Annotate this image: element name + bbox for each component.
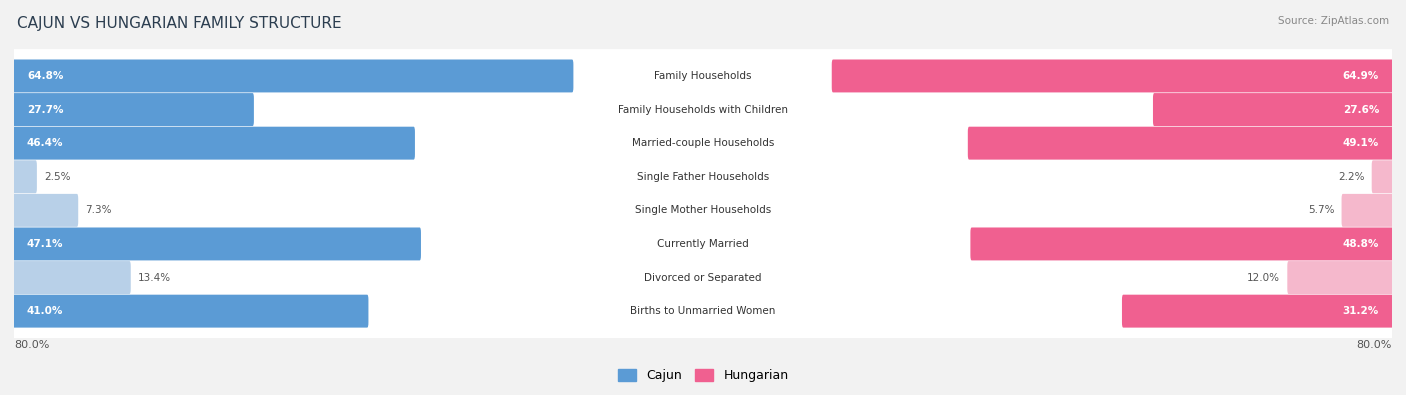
FancyBboxPatch shape — [11, 217, 1395, 271]
Text: 2.5%: 2.5% — [44, 172, 70, 182]
Text: 2.2%: 2.2% — [1339, 172, 1364, 182]
FancyBboxPatch shape — [1341, 194, 1393, 227]
Text: Currently Married: Currently Married — [657, 239, 749, 249]
Text: Single Father Households: Single Father Households — [637, 172, 769, 182]
FancyBboxPatch shape — [13, 60, 574, 92]
FancyBboxPatch shape — [13, 261, 131, 294]
Text: 41.0%: 41.0% — [27, 306, 63, 316]
Text: 27.7%: 27.7% — [27, 105, 63, 115]
Text: 49.1%: 49.1% — [1343, 138, 1379, 148]
Text: CAJUN VS HUNGARIAN FAMILY STRUCTURE: CAJUN VS HUNGARIAN FAMILY STRUCTURE — [17, 16, 342, 31]
Text: Source: ZipAtlas.com: Source: ZipAtlas.com — [1278, 16, 1389, 26]
Text: Divorced or Separated: Divorced or Separated — [644, 273, 762, 282]
FancyBboxPatch shape — [11, 251, 1395, 305]
Text: 80.0%: 80.0% — [1357, 340, 1392, 350]
FancyBboxPatch shape — [13, 295, 368, 327]
FancyBboxPatch shape — [13, 228, 420, 260]
Text: 46.4%: 46.4% — [27, 138, 63, 148]
Text: Single Mother Households: Single Mother Households — [636, 205, 770, 215]
Text: 13.4%: 13.4% — [138, 273, 172, 282]
Text: Family Households with Children: Family Households with Children — [619, 105, 787, 115]
FancyBboxPatch shape — [13, 93, 254, 126]
Text: 48.8%: 48.8% — [1343, 239, 1379, 249]
Text: Family Households: Family Households — [654, 71, 752, 81]
FancyBboxPatch shape — [13, 127, 415, 160]
FancyBboxPatch shape — [832, 60, 1393, 92]
Text: 27.6%: 27.6% — [1343, 105, 1379, 115]
Text: 31.2%: 31.2% — [1343, 306, 1379, 316]
FancyBboxPatch shape — [970, 228, 1393, 260]
FancyBboxPatch shape — [967, 127, 1393, 160]
FancyBboxPatch shape — [11, 284, 1395, 338]
FancyBboxPatch shape — [1288, 261, 1393, 294]
FancyBboxPatch shape — [13, 194, 79, 227]
FancyBboxPatch shape — [1153, 93, 1393, 126]
FancyBboxPatch shape — [11, 49, 1395, 103]
Text: 5.7%: 5.7% — [1308, 205, 1334, 215]
Text: 64.9%: 64.9% — [1343, 71, 1379, 81]
Text: 80.0%: 80.0% — [14, 340, 49, 350]
FancyBboxPatch shape — [11, 83, 1395, 136]
FancyBboxPatch shape — [11, 116, 1395, 170]
Text: 7.3%: 7.3% — [86, 205, 112, 215]
Text: Married-couple Households: Married-couple Households — [631, 138, 775, 148]
FancyBboxPatch shape — [1372, 160, 1393, 193]
FancyBboxPatch shape — [11, 183, 1395, 237]
Text: 12.0%: 12.0% — [1247, 273, 1279, 282]
Legend: Cajun, Hungarian: Cajun, Hungarian — [614, 365, 792, 386]
Text: Births to Unmarried Women: Births to Unmarried Women — [630, 306, 776, 316]
FancyBboxPatch shape — [1122, 295, 1393, 327]
Text: 47.1%: 47.1% — [27, 239, 63, 249]
FancyBboxPatch shape — [13, 160, 37, 193]
Text: 64.8%: 64.8% — [27, 71, 63, 81]
FancyBboxPatch shape — [11, 150, 1395, 204]
